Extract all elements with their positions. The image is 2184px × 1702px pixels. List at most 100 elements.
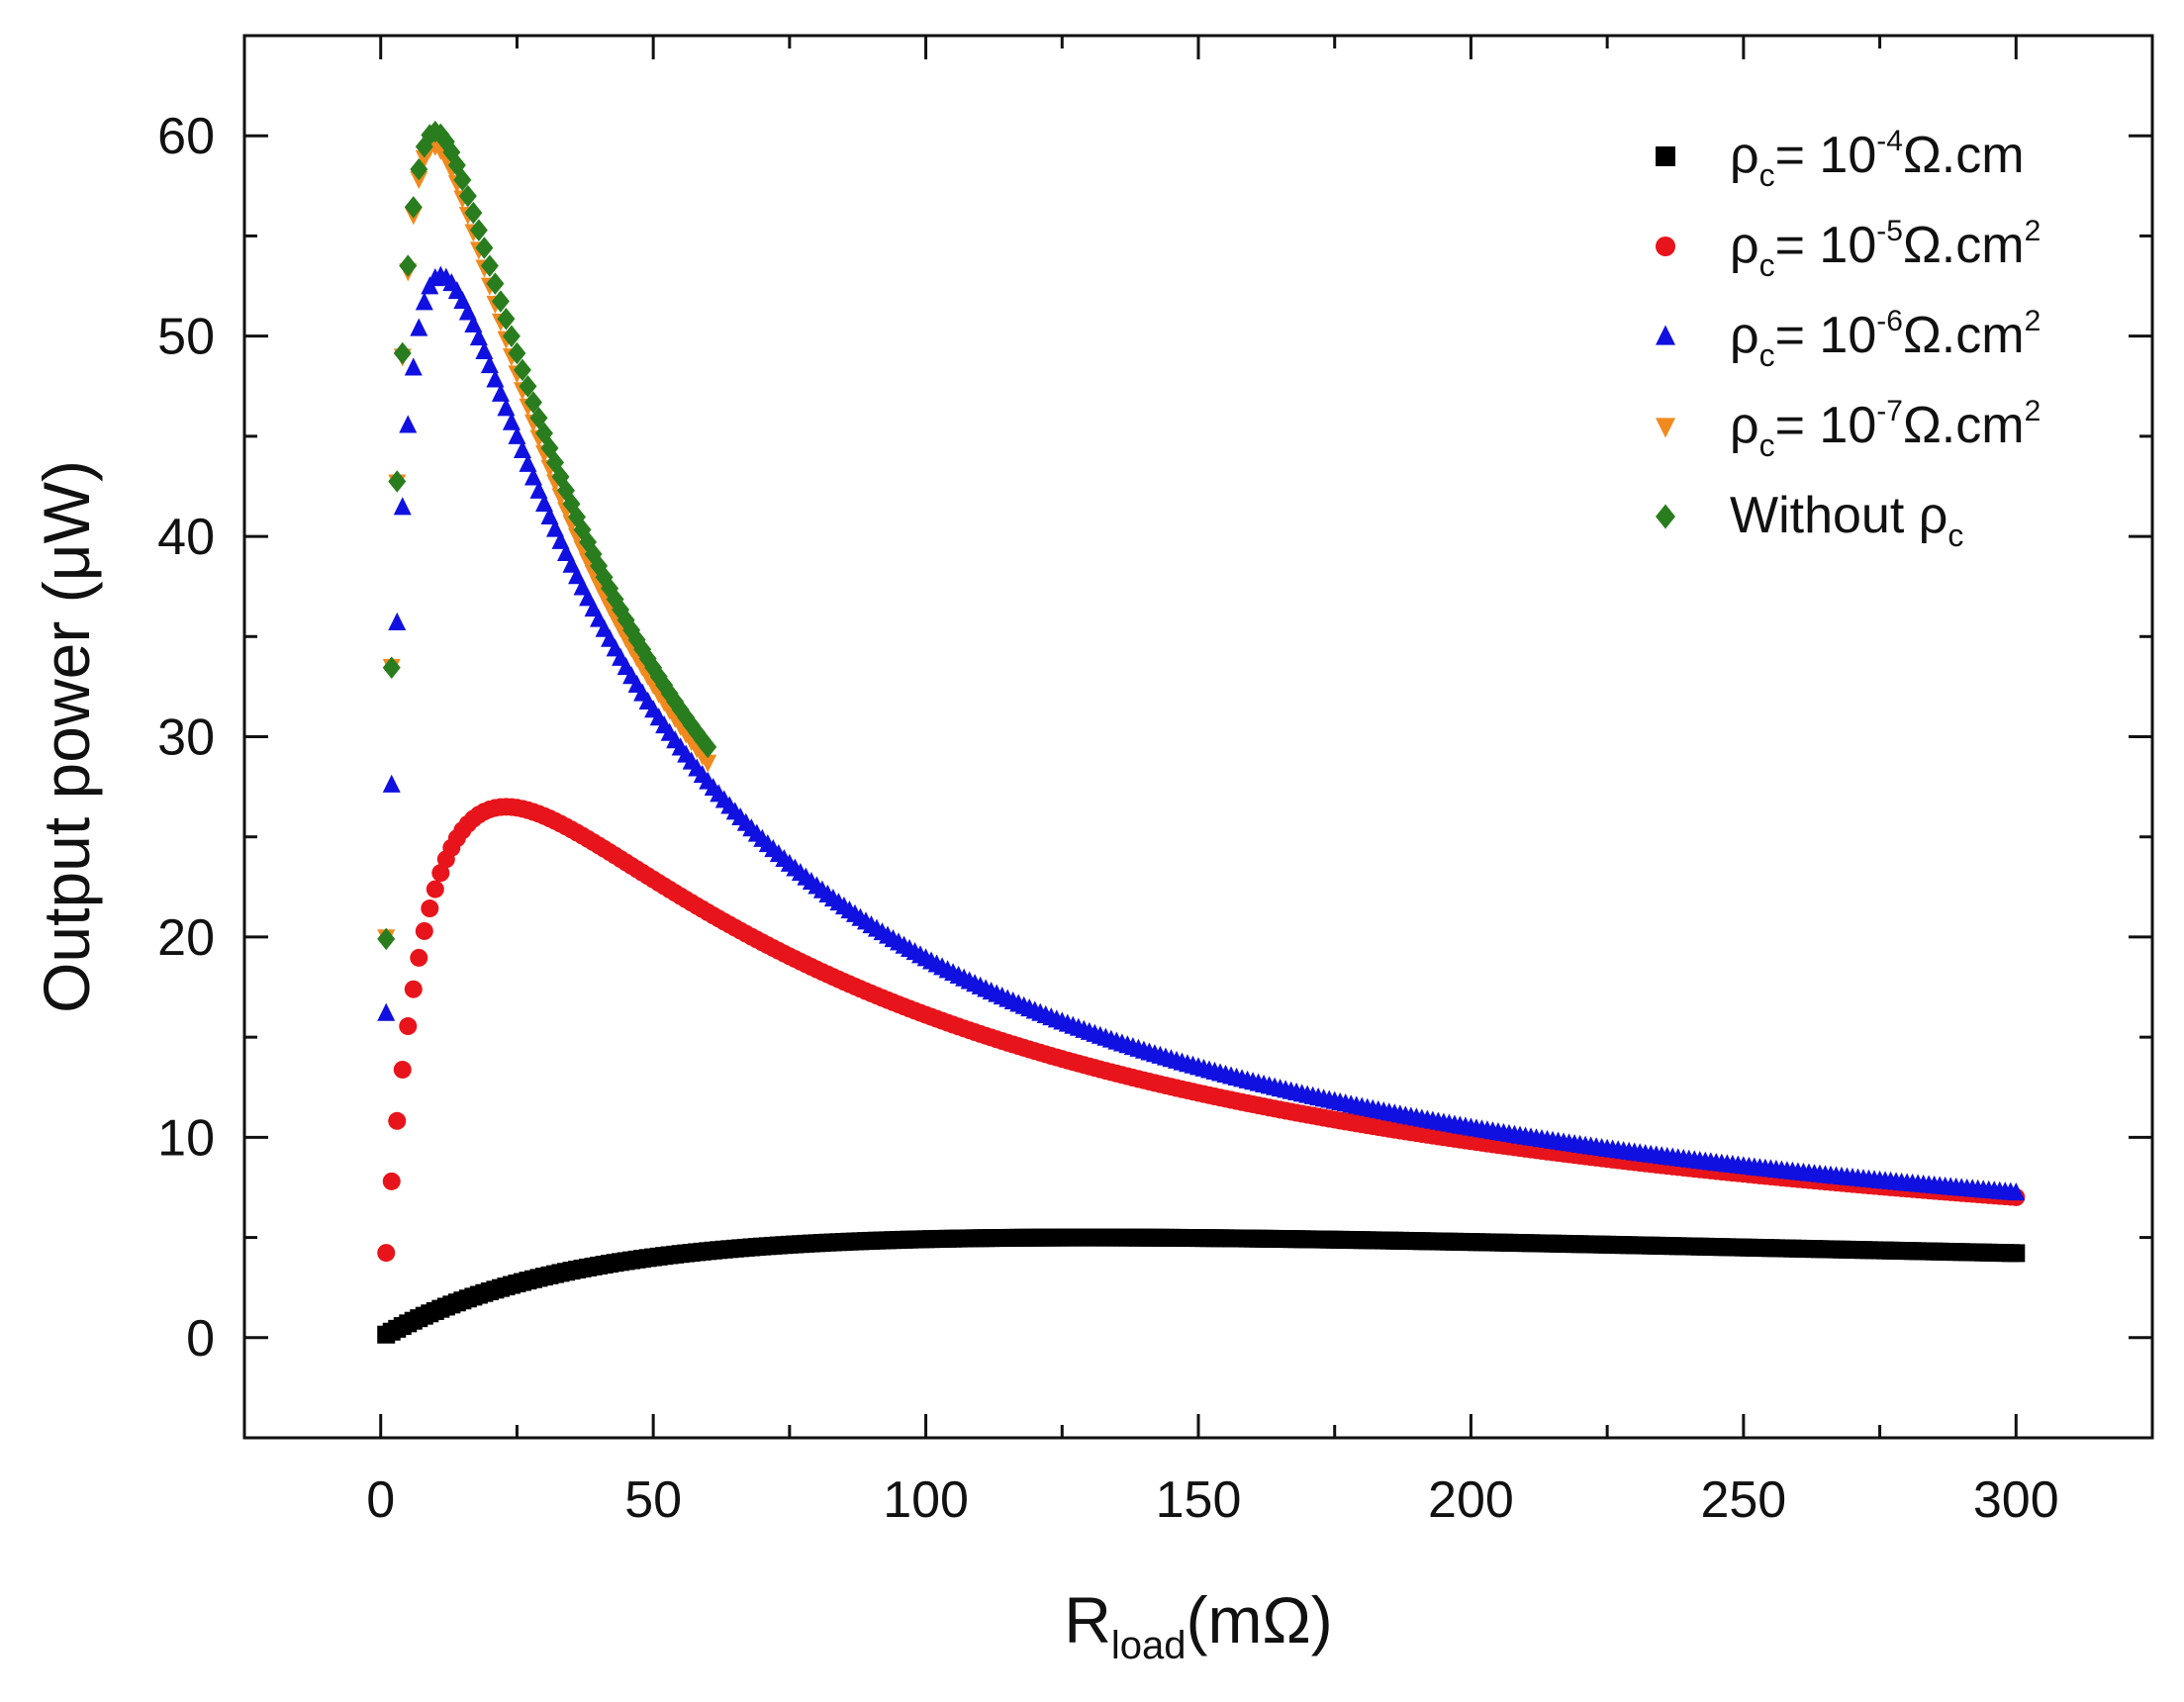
data-point	[502, 412, 521, 430]
data-point	[393, 1060, 412, 1079]
data-point	[464, 201, 483, 225]
legend-marker	[1656, 504, 1675, 529]
data-point	[410, 318, 428, 336]
data-point	[399, 415, 418, 433]
legend-marker	[1656, 418, 1675, 438]
data-point	[415, 921, 433, 940]
data-point	[421, 899, 439, 918]
x-tick-label: 100	[883, 1471, 969, 1529]
series-5	[377, 120, 717, 951]
x-tick-label: 150	[1156, 1471, 1242, 1529]
data-point	[491, 383, 510, 402]
data-point	[382, 1172, 401, 1190]
y-tick-label: 60	[157, 108, 215, 165]
axes: 0 50 100 150 200 250 300 0 10 20 30 40 50 60 Rload(mΩ)…	[30, 34, 2154, 1667]
data-point	[486, 369, 505, 388]
data-point	[404, 196, 423, 219]
data-point	[519, 375, 537, 398]
data-point	[388, 612, 407, 631]
x-tick-label: 300	[1973, 1471, 2059, 1529]
data-point	[388, 470, 407, 493]
data-point	[2007, 1182, 2026, 1201]
series-1	[377, 1228, 2026, 1344]
legend-label: ρc= 10-4Ω.cm	[1730, 125, 2025, 193]
data-point	[2007, 1244, 2026, 1263]
data-point	[475, 340, 494, 359]
legend-marker	[1656, 146, 1675, 166]
data-point	[426, 880, 444, 898]
legend-label: ρc= 10-6Ω.cm2	[1730, 305, 2041, 373]
data-point	[513, 358, 531, 382]
y-tick-label: 20	[157, 909, 215, 967]
legend: ρc= 10-4Ω.cm ρc= 10-5Ω.cm2 ρc= 10-6Ω.cm2 ρc…	[1656, 125, 2041, 553]
data-point	[508, 426, 526, 444]
data-point	[534, 493, 553, 513]
legend-entry-5: Without ρc	[1656, 487, 1963, 553]
data-point	[545, 519, 564, 537]
data-point	[393, 497, 412, 516]
x-tick-label: 50	[624, 1471, 682, 1529]
data-point	[540, 506, 559, 524]
data-point	[699, 735, 717, 759]
y-tick-label: 0	[186, 1310, 215, 1368]
data-point	[382, 774, 401, 793]
legend-entry-2: ρc= 10-5Ω.cm2	[1656, 215, 2041, 283]
data-point	[557, 542, 576, 561]
x-tick-label: 200	[1428, 1471, 1514, 1529]
data-point	[458, 184, 477, 208]
x-axis-title: Rload(mΩ)	[1064, 1583, 1333, 1667]
series-2	[377, 798, 2026, 1263]
data-point	[529, 480, 548, 499]
data-point	[523, 467, 542, 486]
data-point	[475, 236, 494, 259]
data-point	[388, 1111, 407, 1130]
data-marks	[377, 120, 2026, 1344]
data-point	[404, 357, 423, 376]
data-point	[453, 168, 472, 192]
data-point	[699, 754, 717, 773]
data-point	[480, 354, 499, 374]
legend-marker	[1656, 236, 1675, 256]
data-point	[519, 453, 537, 472]
y-tick-label: 50	[157, 309, 215, 366]
data-point	[497, 398, 516, 417]
series-3	[377, 265, 2026, 1201]
data-point	[377, 927, 396, 951]
x-tick-label: 250	[1700, 1471, 1786, 1529]
data-point	[497, 308, 516, 331]
legend-entry-3: ρc= 10-6Ω.cm2	[1656, 305, 2041, 373]
data-point	[486, 272, 505, 295]
data-point	[399, 1017, 418, 1036]
data-point	[508, 341, 526, 365]
data-point	[404, 980, 423, 998]
data-point	[491, 290, 510, 313]
legend-label: Without ρc	[1730, 487, 1963, 553]
data-point	[393, 341, 412, 365]
data-point	[464, 314, 483, 332]
legend-entry-4: ρc= 10-7Ω.cm2	[1656, 395, 2041, 463]
legend-marker	[1656, 325, 1675, 345]
data-point	[458, 302, 477, 321]
data-point	[415, 292, 433, 311]
data-point	[562, 493, 581, 516]
data-point	[480, 254, 499, 277]
legend-label: ρc= 10-5Ω.cm2	[1730, 215, 2041, 283]
data-point	[502, 325, 521, 348]
data-point	[431, 864, 450, 883]
y-tick-label: 10	[157, 1109, 215, 1167]
y-tick-label: 40	[157, 509, 215, 566]
y-tick-label: 30	[157, 709, 215, 767]
data-point	[410, 157, 428, 181]
x-tick-label: 0	[366, 1471, 395, 1529]
data-point	[382, 656, 401, 680]
data-point	[399, 254, 418, 277]
data-point	[377, 1002, 396, 1021]
data-point	[410, 948, 428, 967]
legend-label: ρc= 10-7Ω.cm2	[1730, 395, 2041, 463]
data-point	[523, 391, 542, 414]
data-point	[551, 530, 570, 549]
y-axis-title: Output power (μW)	[30, 460, 103, 1013]
data-point	[469, 219, 488, 241]
